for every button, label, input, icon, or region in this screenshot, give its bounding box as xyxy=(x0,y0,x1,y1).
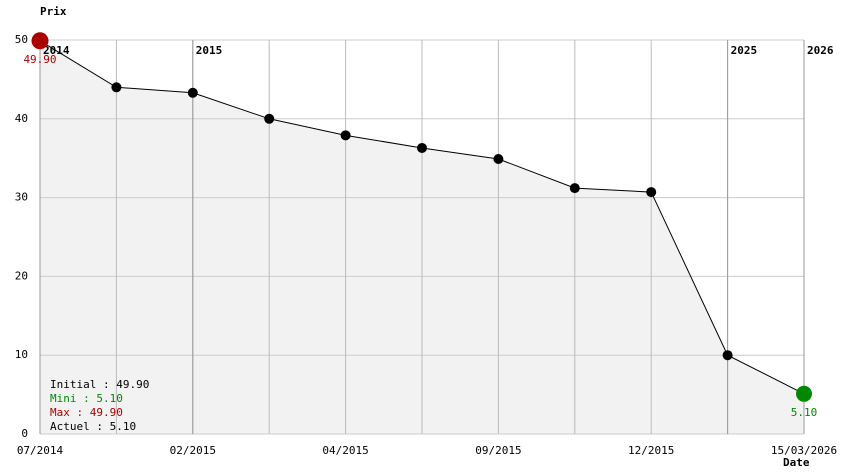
value-label: 49.90 xyxy=(23,53,56,66)
point xyxy=(264,113,275,124)
year-label: 2015 xyxy=(196,44,223,57)
value-label: 5.10 xyxy=(791,406,818,419)
point xyxy=(417,142,427,153)
point xyxy=(796,385,812,402)
y-tick-label: 40 xyxy=(15,112,28,125)
point xyxy=(31,32,49,50)
stat-label: Initial : 49.90 xyxy=(50,378,149,391)
x-tick-label: 15/03/2026 xyxy=(771,444,837,457)
point xyxy=(111,82,122,93)
point xyxy=(646,187,657,198)
x-tick-label: 07/2014 xyxy=(17,444,64,457)
year-label: 2025 xyxy=(731,44,758,57)
point xyxy=(493,153,504,164)
point xyxy=(569,183,580,194)
y-tick-label: 20 xyxy=(15,269,28,282)
stat-label: Actuel : 5.10 xyxy=(50,420,136,433)
year-label: 2026 xyxy=(807,44,834,57)
point xyxy=(722,350,733,361)
x-axis-title: Date xyxy=(783,456,810,469)
x-tick-label: 12/2015 xyxy=(628,444,674,457)
point xyxy=(340,130,351,141)
x-tick-label: 02/2015 xyxy=(170,444,216,457)
stat-label: Max : 49.90 xyxy=(50,406,123,419)
x-tick-label: 04/2015 xyxy=(322,444,368,457)
y-tick-label: 10 xyxy=(15,348,28,361)
y-tick-label: 0 xyxy=(21,427,28,440)
point xyxy=(187,87,198,98)
y-tick-label: 50 xyxy=(15,33,28,46)
y-tick-label: 30 xyxy=(15,191,28,204)
stat-label: Mini : 5.10 xyxy=(50,392,123,405)
x-tick-label: 09/2015 xyxy=(475,444,521,457)
y-axis-title: Prix xyxy=(40,5,67,18)
